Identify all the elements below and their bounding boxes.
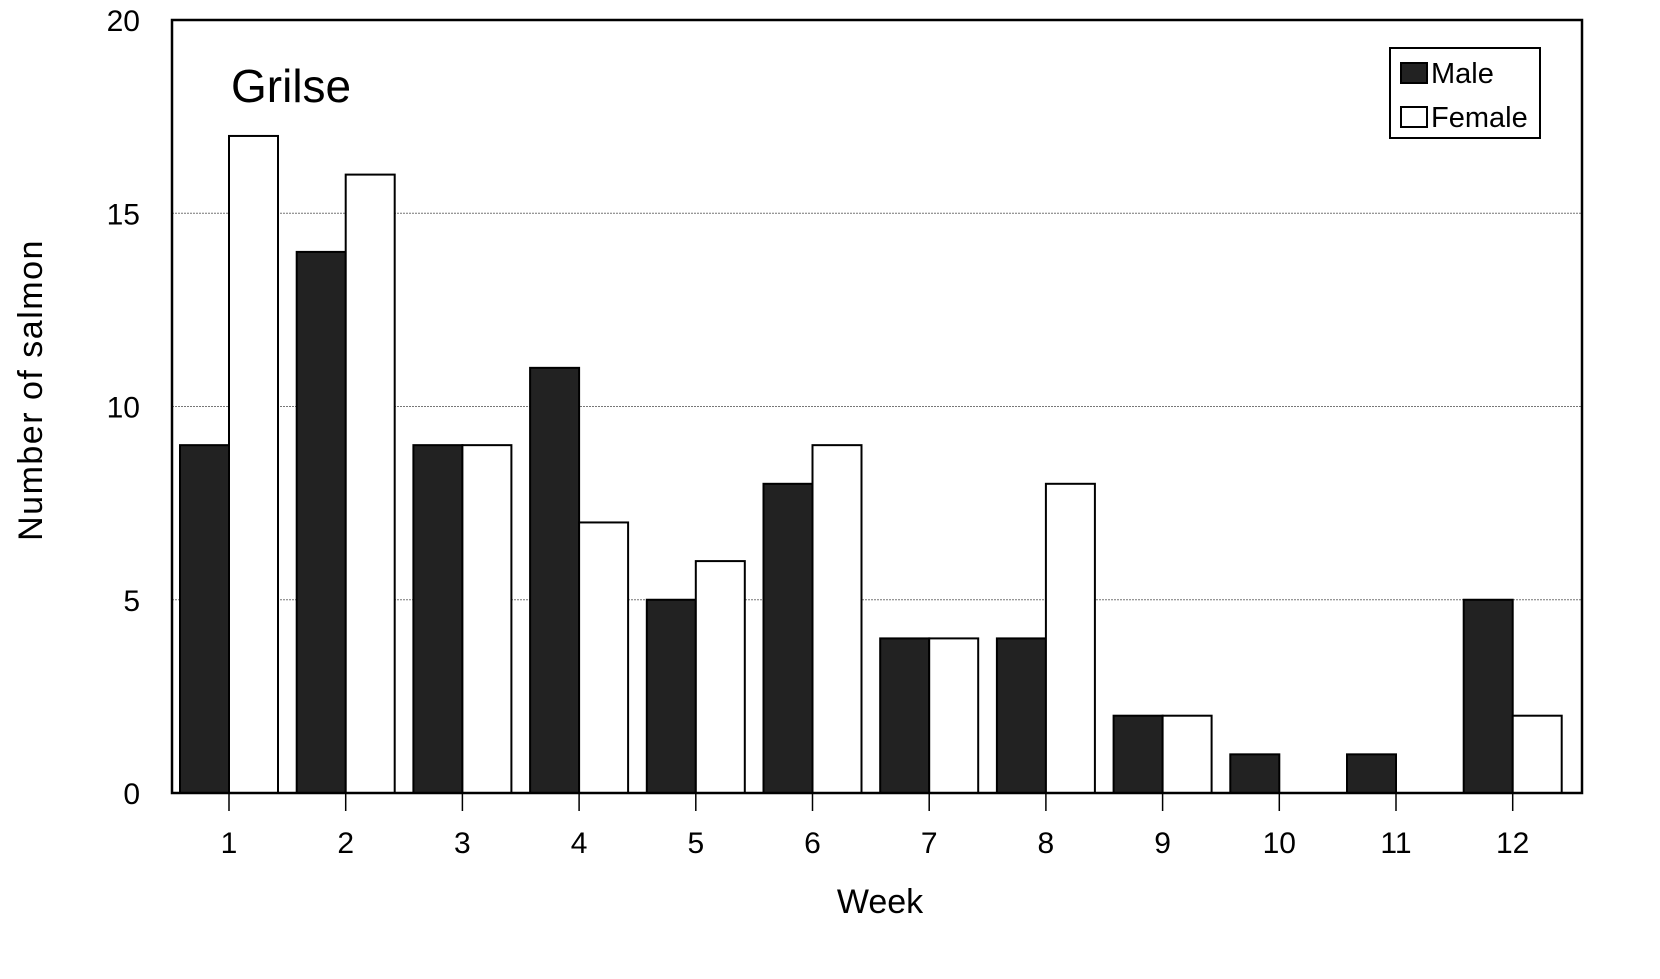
bar-female-week-9 [1161, 714, 1213, 795]
bar-male-week-8 [995, 637, 1047, 795]
x-tick-label: 6 [804, 827, 821, 860]
legend-label-female: Female [1431, 102, 1528, 134]
x-tick-label: 9 [1154, 827, 1171, 860]
bar-female-week-4 [578, 521, 630, 794]
gridlines [172, 212, 1582, 601]
chart-title: Grilse [231, 60, 351, 112]
bars [179, 134, 1563, 795]
y-tick-label: 5 [123, 585, 140, 618]
x-tick-label: 7 [921, 827, 938, 860]
bar-male-week-9 [1112, 714, 1164, 795]
y-tick-label: 20 [107, 5, 140, 38]
bar-male-week-7 [879, 637, 931, 795]
bar-female-week-8 [1044, 482, 1096, 794]
x-tick-labels: 1 2 3 4 5 6 7 8 9 10 11 12 [221, 827, 1530, 860]
x-tick-label: 3 [454, 827, 471, 860]
axes [170, 18, 1584, 811]
bar-male-week-4 [529, 366, 581, 794]
x-tick-label: 11 [1380, 827, 1411, 860]
y-tick-label: 0 [123, 778, 140, 811]
legend-swatch-female [1400, 106, 1428, 128]
bar-male-week-12 [1462, 598, 1514, 794]
x-tick-label: 2 [337, 827, 354, 860]
x-tick-label: 1 [221, 827, 238, 860]
bar-female-week-7 [928, 637, 980, 795]
y-tick-label: 10 [107, 392, 140, 425]
bar-male-week-11 [1346, 753, 1397, 794]
bar-female-week-3 [461, 444, 513, 794]
bar-male-week-10 [1229, 753, 1281, 794]
legend-label-male: Male [1431, 58, 1494, 90]
bar-female-week-6 [811, 444, 863, 794]
legend: Male Female [1389, 47, 1541, 139]
y-axis-label: Number of salmon [12, 239, 50, 541]
bar-female-week-1 [228, 134, 279, 794]
bar-male-week-6 [762, 482, 814, 794]
x-tick-label: 4 [571, 827, 588, 860]
bar-male-week-1 [179, 444, 230, 794]
y-tick-label: 15 [107, 198, 140, 231]
y-tick-labels: 0 5 10 15 20 [107, 5, 140, 811]
plot-frame [170, 18, 1584, 795]
x-tick-label: 5 [687, 827, 704, 860]
legend-swatch-male [1400, 62, 1428, 84]
bar-male-week-3 [412, 444, 464, 794]
bar-female-week-12 [1511, 714, 1563, 795]
x-tick-label: 12 [1496, 827, 1529, 860]
x-axis-label: Week [837, 883, 924, 921]
bar-female-week-5 [694, 560, 746, 794]
bar-male-week-5 [645, 598, 697, 794]
x-tick-label: 10 [1263, 827, 1296, 860]
bar-male-week-2 [295, 250, 347, 794]
x-tick-label: 8 [1038, 827, 1055, 860]
bar-female-week-2 [344, 173, 396, 795]
